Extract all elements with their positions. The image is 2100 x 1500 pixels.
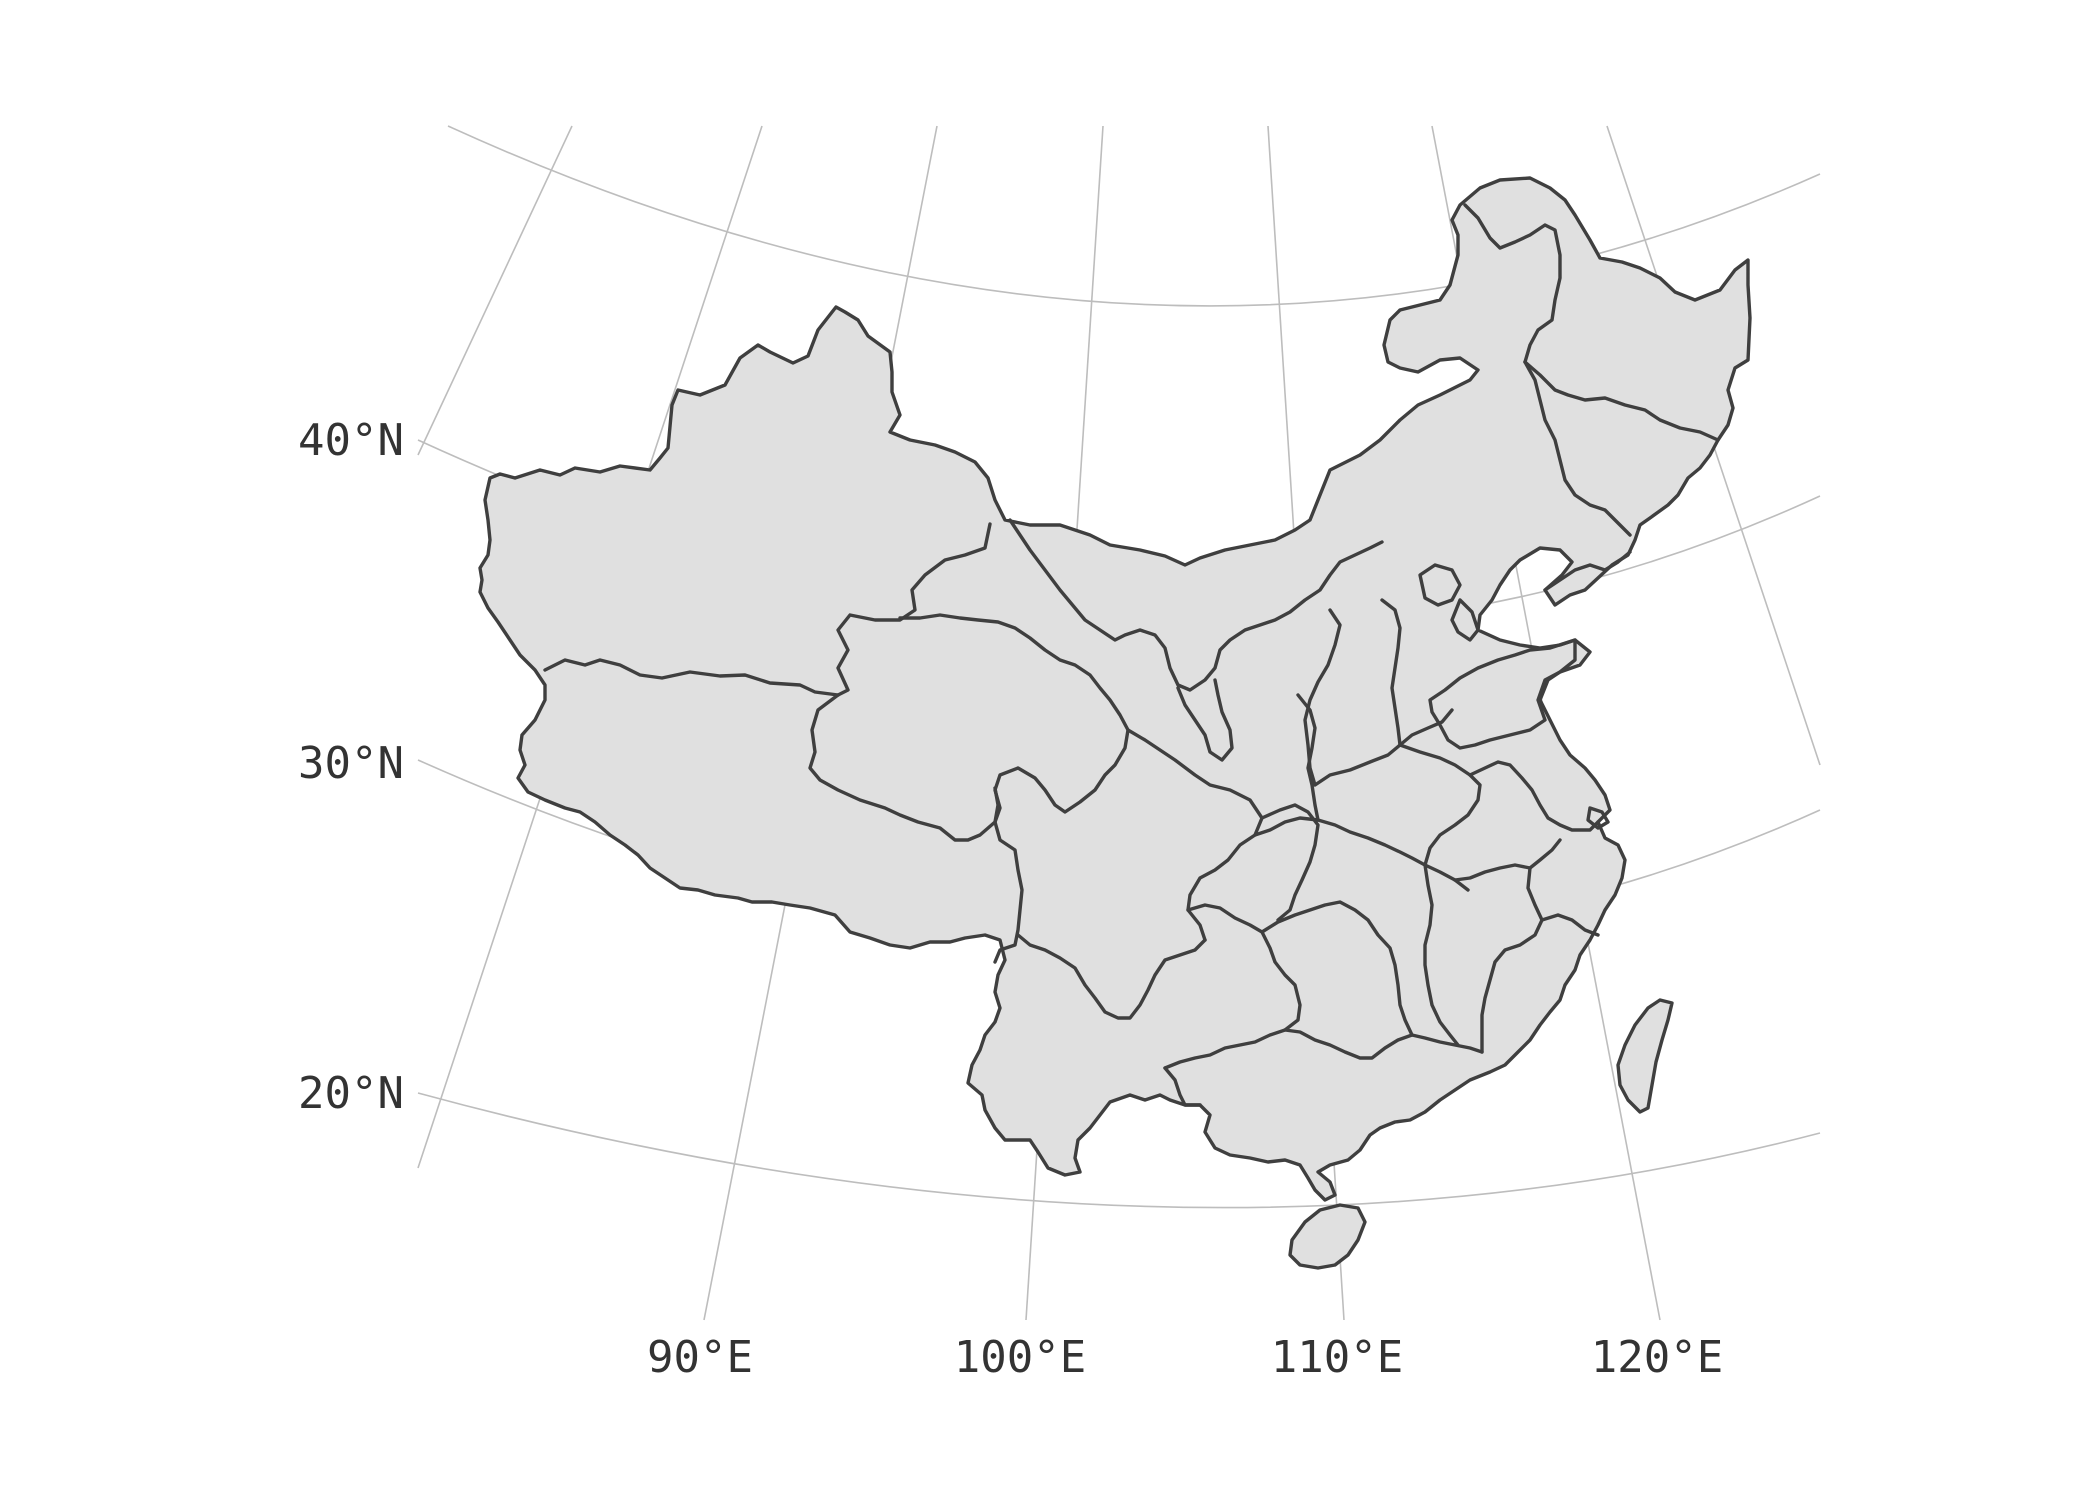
boundary-heilongjiang-innermongolia xyxy=(1463,203,1562,364)
boundary-beijing xyxy=(1418,563,1462,607)
boundary-tianjin xyxy=(1450,598,1480,642)
china-mainland xyxy=(478,176,1752,1202)
parallel-50n xyxy=(447,125,1821,307)
boundary-innermongolia-jilin xyxy=(1523,360,1632,537)
hainan xyxy=(1288,1203,1367,1270)
province-boundaries xyxy=(543,203,1720,1107)
boundary-qinghai xyxy=(808,613,1130,842)
boundary-xinjiang-tibet xyxy=(543,658,840,697)
boundary-sichuan-east xyxy=(1126,728,1264,942)
latitude-labels: 40°N 30°N 20°N xyxy=(298,415,404,1119)
boundary-gansu-innermongolia xyxy=(1008,518,1384,692)
boundary-chongqing xyxy=(1260,803,1320,922)
lon-label-90e: 90°E xyxy=(647,1332,753,1383)
boundary-ningxia xyxy=(1176,678,1234,762)
boundary-guizhou xyxy=(1163,903,1302,1070)
lon-label-100e: 100°E xyxy=(954,1332,1086,1383)
lat-label-40n: 40°N xyxy=(298,415,404,466)
boundary-anhui-jiangxi xyxy=(1453,838,1562,882)
lon-label-120e: 120°E xyxy=(1591,1332,1723,1383)
boundary-henan xyxy=(1398,743,1482,867)
boundary-jilin-liaoning xyxy=(1543,550,1632,592)
boundary-jiangxi-fujian xyxy=(1480,866,1544,1054)
lat-label-20n: 20°N xyxy=(298,1068,404,1119)
boundary-zhejiang-fujian xyxy=(1540,913,1600,937)
boundary-shandong xyxy=(1428,638,1577,750)
boundary-guangxi-guangdong xyxy=(1283,1028,1484,1060)
boundary-hubei-chongqing xyxy=(1253,816,1470,892)
longitude-labels: 90°E 100°E 110°E 120°E xyxy=(647,1332,1723,1383)
boundary-jiangxi xyxy=(1423,863,1460,1047)
parallel-20n xyxy=(417,1092,1821,1209)
meridian-80e xyxy=(417,125,573,456)
taiwan xyxy=(1616,998,1674,1114)
boundary-hunan xyxy=(1260,900,1414,1037)
boundary-xinjiang-qinghai-gansu xyxy=(836,522,992,697)
boundary-sichuan-yunnan xyxy=(1016,933,1207,1020)
provinces xyxy=(478,176,1752,1270)
boundary-shanghai xyxy=(1586,806,1610,830)
boundary-hebei xyxy=(1380,598,1454,747)
lat-label-30n: 30°N xyxy=(298,738,404,789)
boundary-shanxi xyxy=(1303,608,1402,787)
lon-label-110e: 110°E xyxy=(1271,1332,1403,1383)
boundary-guangxi-west xyxy=(1163,1066,1202,1107)
boundary-tibet-sichuan-yunnan xyxy=(993,786,1024,964)
boundary-jiangsu-anhui xyxy=(1468,760,1600,832)
boundary-heilongjiang-jilin xyxy=(1523,360,1720,442)
